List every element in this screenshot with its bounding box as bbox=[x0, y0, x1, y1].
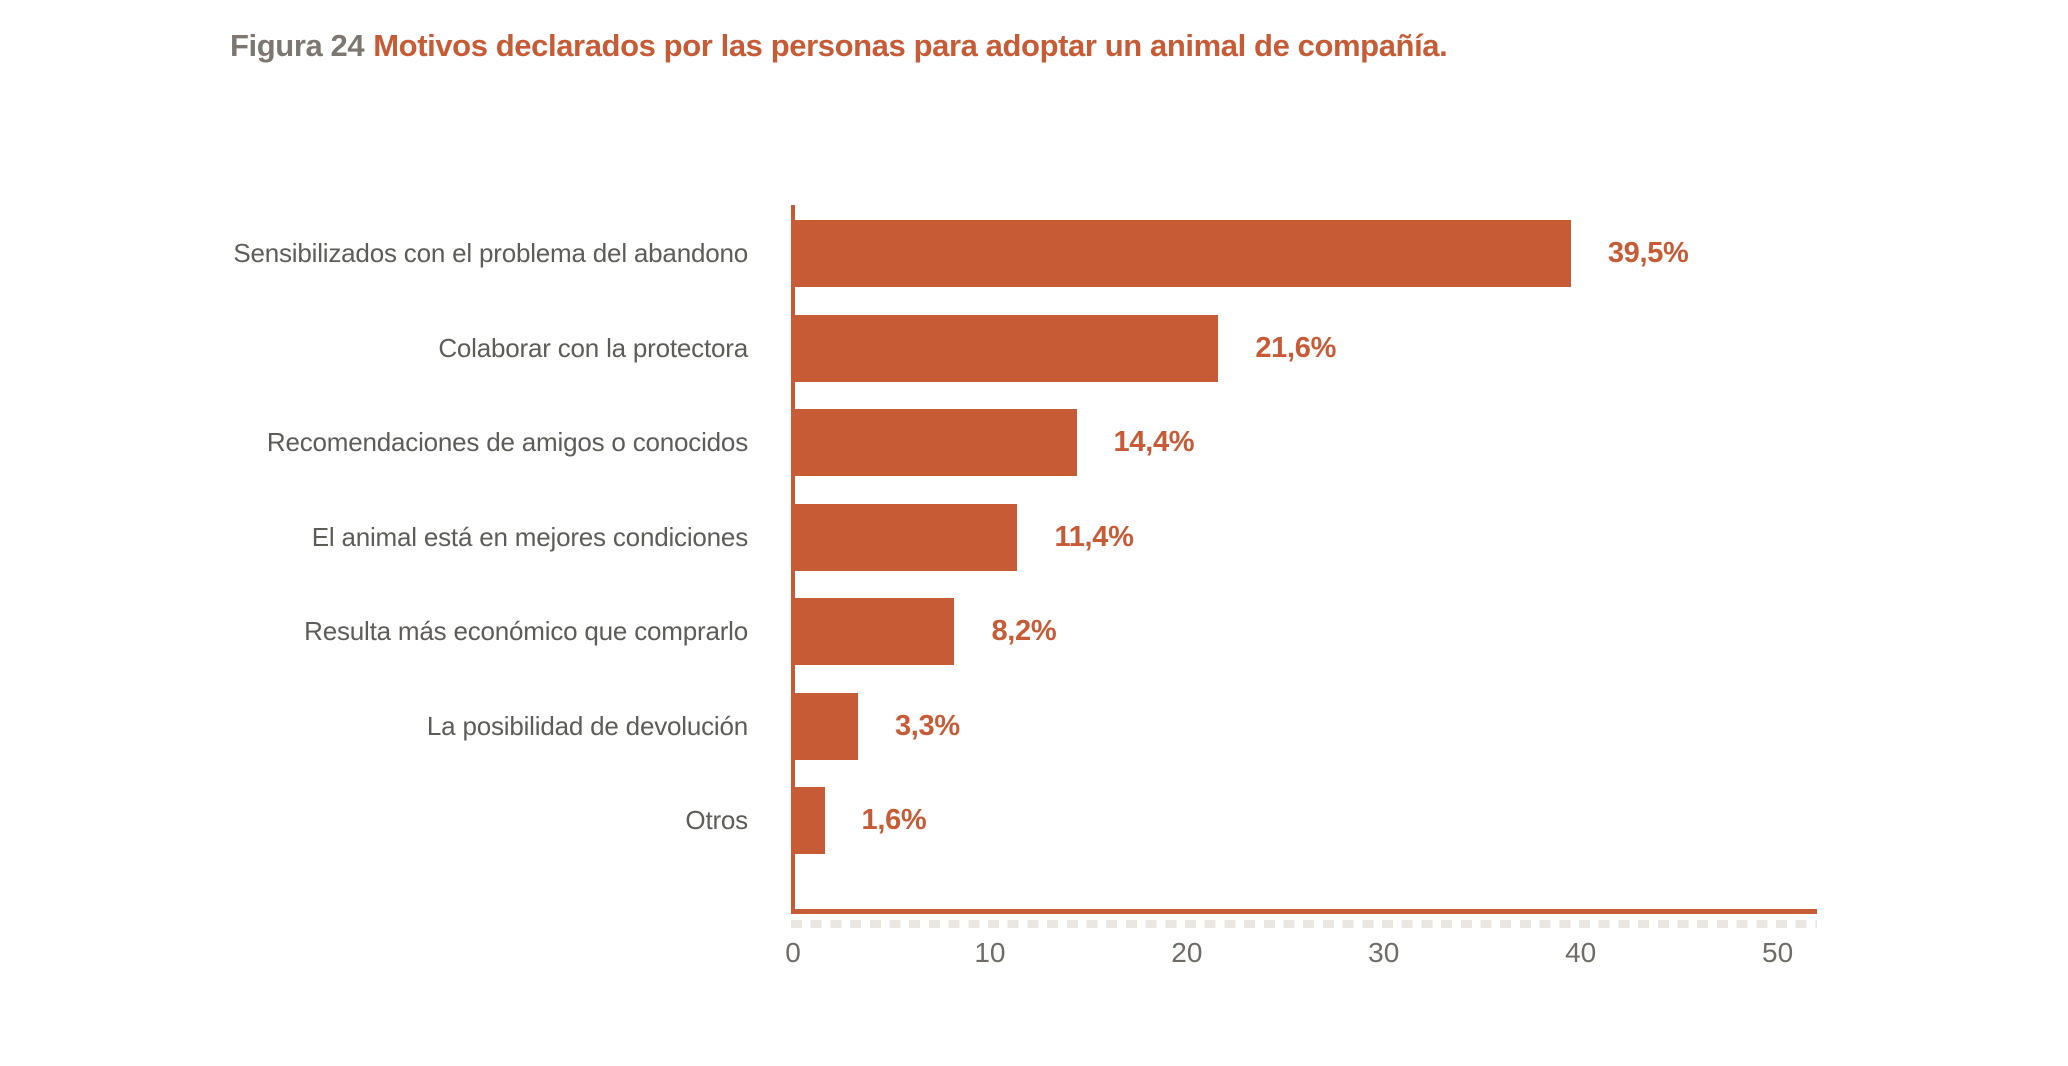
bar-row: 1,6% bbox=[793, 787, 927, 854]
value-label: 39,5% bbox=[1607, 237, 1689, 269]
value-label: 21,6% bbox=[1255, 331, 1337, 364]
x-tick-label: 20 bbox=[1171, 937, 1203, 968]
x-axis-line bbox=[791, 909, 1817, 914]
x-tick-label: 50 bbox=[1762, 937, 1794, 968]
category-label: Resulta más económico que comprarlo bbox=[304, 616, 748, 646]
figure-number: Figura 24 bbox=[230, 28, 365, 63]
bar bbox=[793, 692, 858, 760]
bar-row: 11,4% bbox=[793, 503, 1134, 571]
bar-row: 8,2% bbox=[793, 598, 1057, 665]
bar bbox=[793, 503, 1018, 571]
plot-area: 39,5% 21,6% 14,4% 11,4% 8,2% 3,3% 1,6% bbox=[793, 205, 1815, 910]
bar bbox=[793, 787, 825, 854]
x-tick-label: 10 bbox=[974, 937, 1006, 968]
category-label: Colaborar con la protectora bbox=[438, 332, 748, 363]
value-label: 3,3% bbox=[894, 709, 960, 742]
bar-row: 21,6% bbox=[793, 314, 1337, 382]
bar-row: 39,5% bbox=[793, 220, 1689, 287]
value-label: 8,2% bbox=[991, 615, 1057, 647]
bar bbox=[793, 598, 955, 665]
bar bbox=[793, 314, 1219, 382]
value-label: 14,4% bbox=[1113, 426, 1195, 458]
bar bbox=[793, 220, 1571, 287]
x-tick-label: 30 bbox=[1368, 937, 1400, 968]
value-label: 11,4% bbox=[1054, 520, 1134, 553]
value-label: 1,6% bbox=[861, 804, 927, 836]
x-tick-label: 40 bbox=[1565, 937, 1597, 968]
bar-row: 14,4% bbox=[793, 409, 1195, 476]
bar-row: 3,3% bbox=[793, 692, 960, 760]
x-tick-labels: 0 10 20 30 40 50 bbox=[785, 937, 1817, 977]
x-tick-label: 0 bbox=[785, 937, 801, 968]
figure-title-text: Motivos declarados por las personas para… bbox=[373, 28, 1448, 63]
category-label: La posibilidad de devolución bbox=[426, 710, 748, 741]
figure-title: Figura 24 Motivos declarados por las pers… bbox=[230, 28, 1448, 64]
category-label: Sensibilizados con el problema del aband… bbox=[233, 238, 748, 268]
category-label: Otros bbox=[685, 805, 748, 835]
category-label: El animal está en mejores condiciones bbox=[311, 521, 748, 552]
bar bbox=[793, 409, 1077, 476]
x-axis-minor-ticks bbox=[791, 920, 1817, 928]
bar-chart: Sensibilizados con el problema del aband… bbox=[0, 205, 2068, 1065]
category-label: Recomendaciones de amigos o conocidos bbox=[266, 427, 748, 457]
